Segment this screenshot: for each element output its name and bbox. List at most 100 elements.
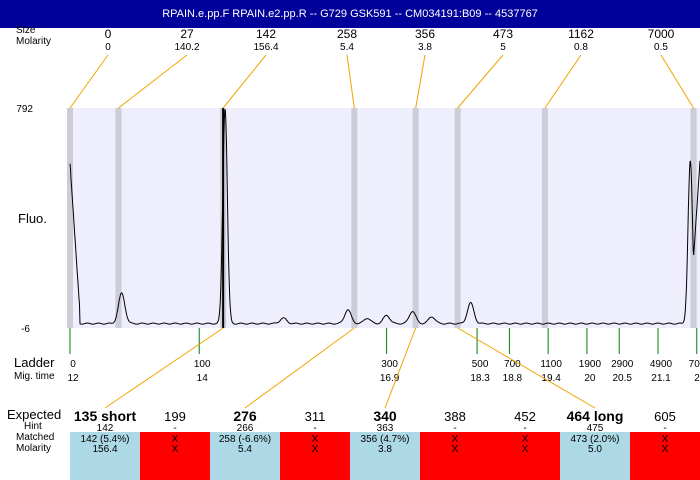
ladder-size-label: 1900: [579, 359, 602, 370]
matched-cell: [280, 432, 350, 480]
ladder-time-label: 20.5: [612, 373, 632, 384]
matched-value: X: [452, 434, 459, 445]
hint-value: 142: [97, 423, 114, 434]
expected-row-label: Expected: [7, 407, 62, 422]
hint-value: -: [173, 423, 176, 434]
peak-band: [351, 108, 358, 328]
matched-cell: [350, 432, 420, 480]
expected-size: 276: [233, 408, 257, 424]
expected-size: 388: [444, 409, 466, 424]
matched-molarity: X: [172, 444, 179, 455]
expected-size: 464 long: [567, 408, 624, 424]
ladder-time-label: 21.1: [651, 373, 671, 384]
title-bar: RPAIN.e.pp.F RPAIN.e2.pp.R -- G729 GSK59…: [0, 0, 700, 28]
peak-size-label: 27: [180, 27, 194, 41]
chart-title: RPAIN.e.pp.F RPAIN.e2.pp.R -- G729 GSK59…: [162, 8, 538, 20]
peak-leader-line: [544, 54, 582, 109]
ladder-size-label: 700: [504, 359, 521, 370]
ladder-size-label: 7000: [689, 359, 700, 370]
matched-value: X: [662, 434, 669, 445]
peak-molarity-label: 0.8: [574, 42, 588, 53]
ladder-size-label: 100: [194, 359, 211, 370]
y-tick-label: 792: [16, 104, 33, 115]
expected-size: 452: [514, 409, 536, 424]
matched-cell: [490, 432, 560, 480]
hint-value: -: [313, 423, 316, 434]
fluo-axis-label: Fluo.: [18, 211, 47, 226]
peak-molarity-label: 3.8: [418, 42, 432, 53]
peak-size-label: 142: [256, 27, 276, 41]
ladder-row-label: Ladder: [14, 355, 55, 370]
matched-cell: [140, 432, 210, 480]
hint-row-label: Hint: [24, 421, 42, 432]
expected-size: 135 short: [74, 408, 137, 424]
plot-area: [70, 108, 700, 328]
match-leader-line: [457, 327, 596, 409]
peak-molarity-label: 0: [105, 42, 111, 53]
hint-value: 475: [587, 423, 604, 434]
peak-size-label: 1162: [568, 27, 594, 41]
matched-molarity: X: [662, 444, 669, 455]
peak-band: [412, 108, 419, 328]
expected-size: 199: [164, 409, 186, 424]
matched-value: 258 (-6.6%): [219, 434, 271, 445]
ladder-time-label: 20: [584, 373, 596, 384]
match-leader-line: [244, 327, 355, 409]
ladder-time-label: 16.9: [380, 373, 400, 384]
ladder-time-label: 18.8: [503, 373, 523, 384]
matched-value: 356 (4.7%): [361, 434, 410, 445]
peak-leader-line: [457, 54, 504, 109]
peak-leader-line: [346, 54, 355, 109]
matched-molarity: 5.4: [238, 444, 252, 455]
ladder-time-label: 18.3: [470, 373, 490, 384]
peak-band: [454, 108, 461, 328]
peak-leader-line: [415, 54, 426, 109]
ladder-time-label: 12: [67, 373, 79, 384]
peak-size-label: 356: [415, 27, 435, 41]
match-leader-line: [384, 327, 417, 409]
peak-band: [115, 108, 122, 328]
peak-molarity-label: 156.4: [253, 42, 278, 53]
matched-molarity: X: [522, 444, 529, 455]
peak-band: [690, 108, 697, 328]
ladder-size-label: 300: [381, 359, 398, 370]
matched-value: 473 (2.0%): [571, 434, 620, 445]
expected-size: 605: [654, 409, 676, 424]
hint-value: 363: [377, 423, 394, 434]
matched-value: X: [312, 434, 319, 445]
top-label-molarity: Molarity: [16, 36, 52, 47]
peak-band: [541, 108, 548, 328]
peak-molarity-label: 5.4: [340, 42, 354, 53]
peak-size-label: 473: [493, 27, 513, 41]
matched-value: X: [172, 434, 179, 445]
peak-molarity-label: 0.5: [654, 42, 668, 53]
ladder-time-label: 19.4: [541, 373, 561, 384]
matched-cell: [630, 432, 700, 480]
peak-leader-line: [69, 54, 109, 109]
matched-cell: [70, 432, 140, 480]
matched-molarity: X: [452, 444, 459, 455]
ladder-time-label: 14: [197, 373, 209, 384]
peak-leader-line: [660, 54, 694, 109]
molarity-row-label: Molarity: [16, 443, 52, 454]
peak-band: [67, 108, 73, 328]
fluorescence-trace: [69, 109, 700, 325]
hint-value: 266: [237, 423, 254, 434]
ladder-size-label: 1100: [540, 359, 562, 370]
y-tick-label: -6: [21, 324, 30, 335]
expected-size: 311: [305, 409, 326, 424]
peak-molarity-label: 140.2: [174, 42, 199, 53]
matched-molarity: 3.8: [378, 444, 392, 455]
peak-leader-line: [222, 54, 267, 109]
peak-size-label: 0: [105, 27, 112, 41]
ladder-size-label: 0: [70, 359, 76, 370]
ladder-size-label: 2900: [611, 359, 634, 370]
matched-molarity: 156.4: [92, 444, 117, 455]
ladder-size-label: 500: [472, 359, 489, 370]
matched-molarity: X: [312, 444, 319, 455]
match-leader-line: [104, 327, 224, 409]
migtime-row-label: Mig. time: [14, 371, 55, 382]
matched-cell: [420, 432, 490, 480]
matched-molarity: 5.0: [588, 444, 602, 455]
matched-row-label: Matched: [16, 432, 55, 443]
